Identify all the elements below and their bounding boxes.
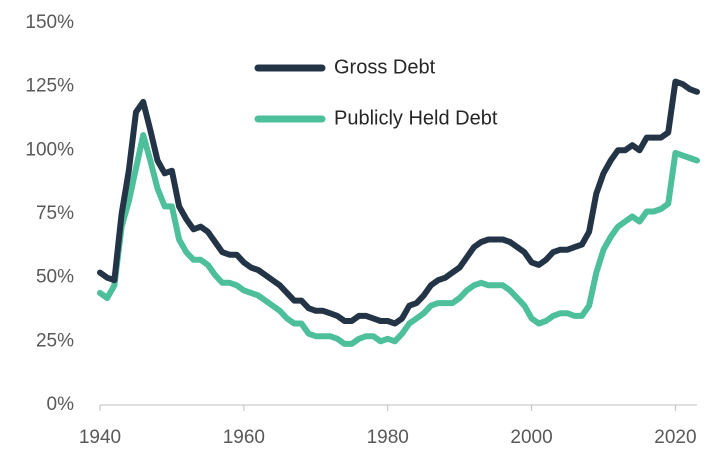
legend-label: Publicly Held Debt xyxy=(334,107,498,129)
x-tick-label: 1980 xyxy=(367,427,409,448)
y-tick-label: 75% xyxy=(36,203,74,224)
legend-label: Gross Debt xyxy=(334,56,436,78)
x-tick-label: 2020 xyxy=(654,427,696,448)
x-tick-label: 2000 xyxy=(510,427,552,448)
y-tick-label: 25% xyxy=(36,330,74,351)
x-tick-label: 1960 xyxy=(223,427,265,448)
y-tick-label: 125% xyxy=(25,76,74,97)
y-tick-label: 150% xyxy=(25,12,74,33)
y-tick-label: 100% xyxy=(25,139,74,160)
y-tick-label: 0% xyxy=(47,394,75,415)
series-line xyxy=(97,78,700,327)
x-tick-label: 1940 xyxy=(79,427,121,448)
y-tick-label: 50% xyxy=(36,267,74,288)
series-line xyxy=(97,132,700,347)
